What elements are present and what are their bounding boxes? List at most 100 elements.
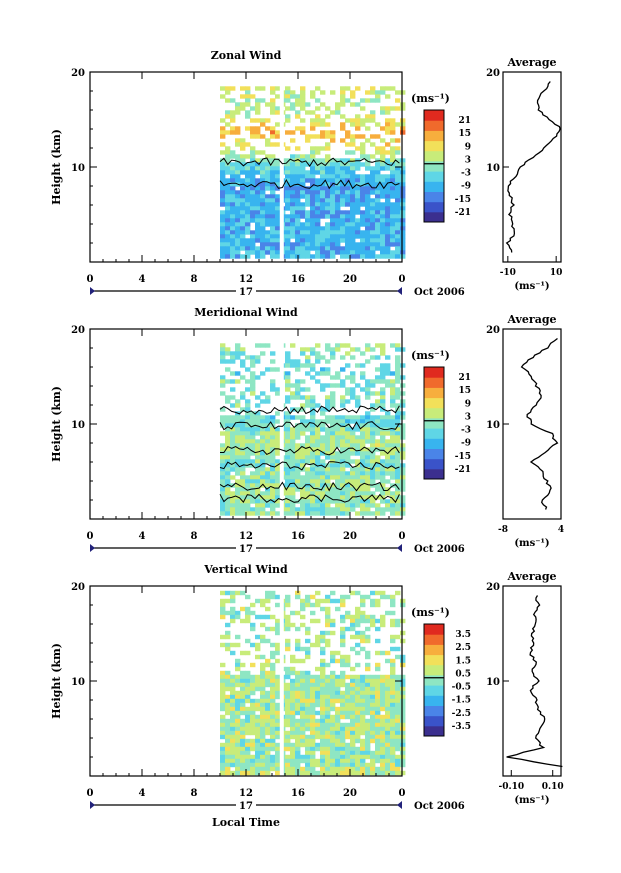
heatmap-cell — [290, 698, 296, 704]
heatmap-cell — [400, 118, 406, 123]
heatmap-cell — [285, 90, 291, 95]
heatmap-cell — [275, 742, 281, 748]
heatmap-cell — [365, 674, 371, 680]
heatmap-cell — [330, 206, 336, 211]
heatmap-cell — [295, 166, 301, 171]
heatmap-cell — [270, 226, 276, 231]
heatmap-cell — [380, 407, 386, 412]
heatmap-cell — [300, 230, 306, 235]
heatmap-cell — [400, 174, 406, 179]
heatmap-cell — [370, 738, 376, 744]
heatmap-cell — [380, 375, 386, 380]
heatmap-cell — [375, 682, 381, 688]
colorbar-tick-label: -1.5 — [452, 696, 471, 706]
heatmap-cell — [370, 423, 376, 428]
heatmap-cell — [335, 218, 341, 223]
heatmap-cell — [315, 118, 321, 123]
heatmap-cell — [400, 411, 406, 416]
heatmap-cell — [320, 230, 326, 235]
heatmap-cell — [235, 503, 241, 508]
heatmap-cell — [320, 758, 326, 764]
heatmap-cell — [220, 602, 226, 608]
heatmap-cell — [300, 351, 306, 356]
heatmap-cell — [360, 246, 366, 251]
heatmap-cell — [230, 379, 236, 384]
heatmap-cell — [400, 246, 406, 251]
heatmap-cell — [230, 734, 236, 740]
heatmap-cell — [310, 618, 316, 624]
heatmap-cell — [345, 391, 351, 396]
heatmap-cell — [365, 678, 371, 684]
heatmap-cell — [320, 734, 326, 740]
heatmap-cell — [385, 86, 391, 91]
heatmap-cell — [275, 194, 281, 199]
x-tick-label: 20 — [343, 531, 357, 542]
heatmap-cell — [360, 98, 366, 103]
heatmap-cell — [240, 234, 246, 239]
heatmap-cell — [260, 250, 266, 255]
heatmap-cell — [315, 210, 321, 215]
heatmap-cell — [295, 726, 301, 732]
heatmap-cell — [290, 190, 296, 195]
heatmap-cell — [325, 642, 331, 648]
heatmap-cell — [260, 254, 266, 259]
heatmap-cell — [290, 439, 296, 444]
heatmap-cell — [370, 463, 376, 468]
heatmap-cell — [235, 198, 241, 203]
heatmap-cell — [345, 98, 351, 103]
heatmap-cell — [385, 674, 391, 680]
heatmap-cell — [330, 178, 336, 183]
heatmap-cell — [365, 479, 371, 484]
heatmap-cell — [270, 483, 276, 488]
heatmap-cell — [290, 754, 296, 760]
heatmap-cell — [320, 134, 326, 139]
heatmap-cell — [285, 383, 291, 388]
heatmap-cell — [235, 126, 241, 131]
heatmap-cell — [220, 726, 226, 732]
heatmap-cell — [335, 246, 341, 251]
heatmap-cell — [270, 594, 276, 600]
heatmap-cell — [265, 246, 271, 251]
heatmap-cell — [395, 634, 401, 640]
heatmap-cell — [345, 238, 351, 243]
heatmap-cell — [355, 102, 361, 107]
heatmap-cell — [345, 714, 351, 720]
heatmap-cell — [275, 754, 281, 760]
heatmap-cell — [270, 710, 276, 716]
heatmap-cell — [270, 178, 276, 183]
heatmap-cell — [375, 650, 381, 656]
heatmap-cell — [400, 698, 406, 704]
heatmap-cell — [250, 742, 256, 748]
heatmap-cell — [370, 234, 376, 239]
heatmap-cell — [345, 250, 351, 255]
heatmap-cell — [290, 746, 296, 752]
heatmap-cell — [235, 734, 241, 740]
heatmap-cell — [310, 363, 316, 368]
heatmap-cell — [380, 166, 386, 171]
heatmap-cell — [400, 375, 406, 380]
heatmap-cell — [320, 766, 326, 772]
heatmap-cell — [300, 347, 306, 352]
heatmap-cell — [225, 166, 231, 171]
heatmap-cell — [250, 118, 256, 123]
heatmap-cell — [345, 662, 351, 668]
heatmap-cell — [250, 690, 256, 696]
heatmap-cell — [270, 250, 276, 255]
heatmap-cell — [220, 166, 226, 171]
colorbar-segment — [424, 438, 444, 449]
heatmap-cell — [315, 379, 321, 384]
heatmap-cell — [400, 451, 406, 456]
heatmap-cell — [345, 230, 351, 235]
heatmap-cell — [340, 602, 346, 608]
heatmap-cell — [230, 359, 236, 364]
heatmap-cell — [285, 467, 291, 472]
heatmap-cell — [265, 210, 271, 215]
heatmap-cell — [225, 762, 231, 768]
heatmap-cell — [370, 407, 376, 412]
heatmap-cell — [305, 467, 311, 472]
heatmap-cell — [345, 375, 351, 380]
heatmap-cell — [380, 146, 386, 151]
heatmap-cell — [265, 427, 271, 432]
heatmap-cell — [330, 439, 336, 444]
heatmap-cell — [300, 459, 306, 464]
